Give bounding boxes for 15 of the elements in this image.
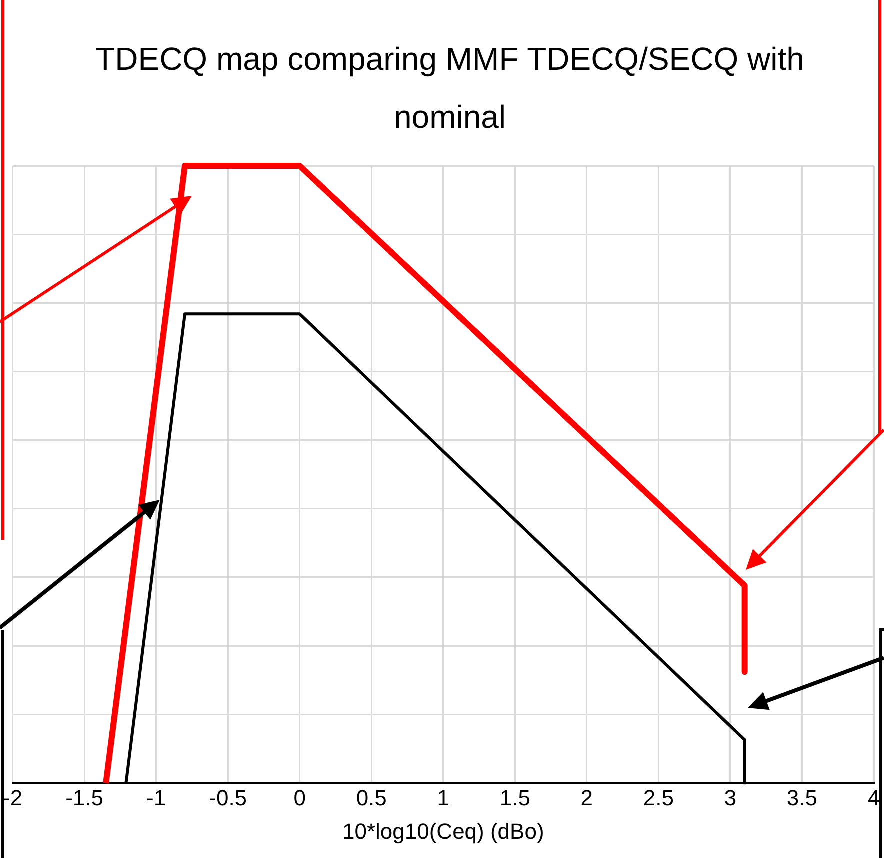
chart-title: TDECQ map comparing MMF TDECQ/SECQ with nominal xyxy=(94,40,806,137)
x-tick-label: 2 xyxy=(580,785,594,810)
x-tick-label: 4 xyxy=(868,785,880,810)
x-tick-label: 0 xyxy=(294,785,306,810)
x-tick-label: 2.5 xyxy=(643,785,674,810)
x-tick-label: -1.5 xyxy=(66,785,104,810)
x-tick-label: 3 xyxy=(724,785,737,810)
x-axis-title: 10*log10(Ceq) (dBo) xyxy=(342,818,544,844)
x-tick-label: -1 xyxy=(146,785,166,810)
x-tick-label: 0.5 xyxy=(356,785,387,810)
x-tick-label: -0.5 xyxy=(209,785,248,810)
x-tick-label: 1 xyxy=(437,785,450,810)
x-tick-label: 3.5 xyxy=(786,785,818,810)
x-tick-label: -2 xyxy=(3,785,23,810)
x-tick-label: 1.5 xyxy=(500,785,530,810)
